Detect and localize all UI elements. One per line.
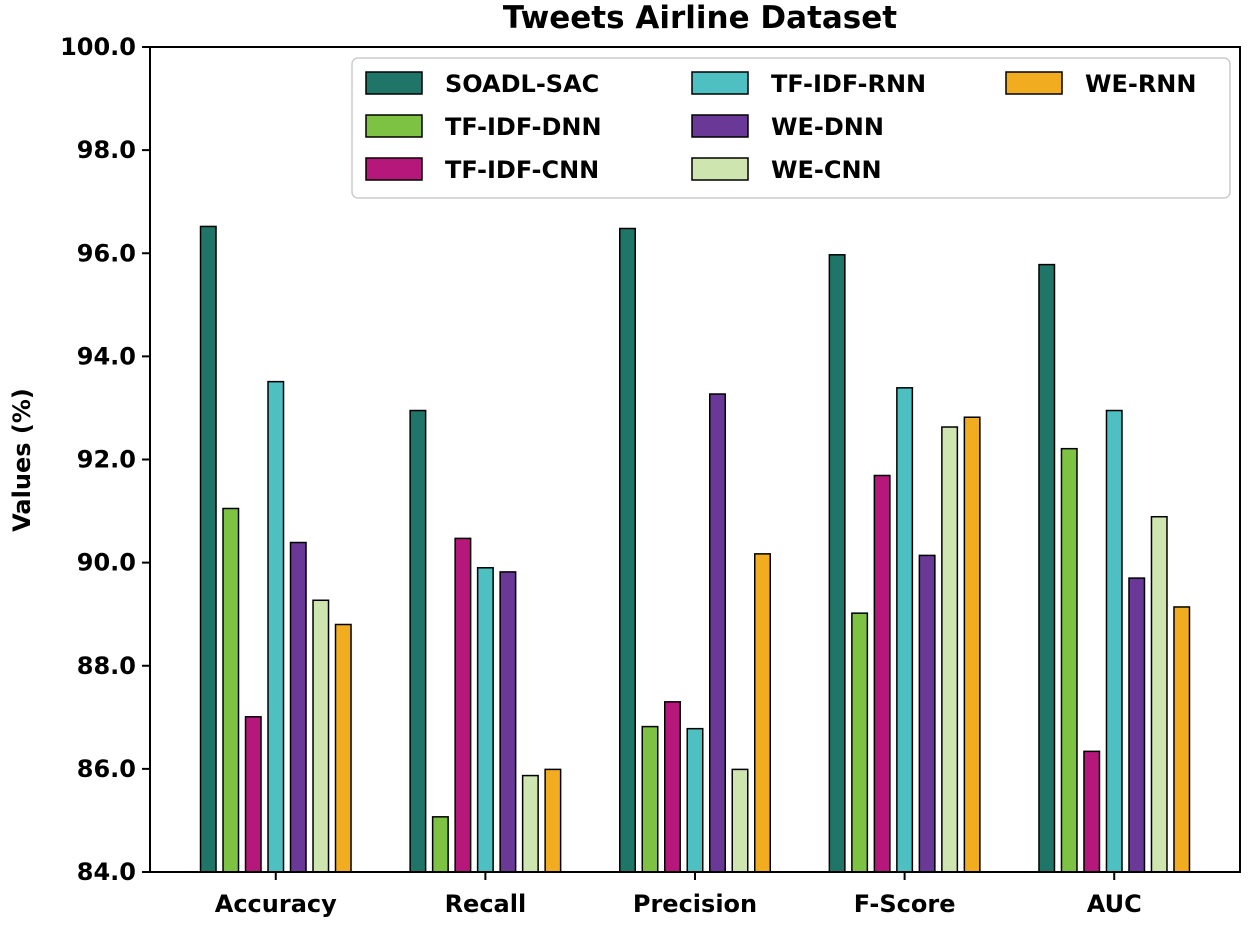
y-tick-label: 86.0 <box>77 755 136 783</box>
bar-we-cnn-auc <box>1150 515 1168 873</box>
bar-tf-idf-dnn-precision <box>641 725 659 873</box>
bar-we-rnn-precision <box>754 553 771 873</box>
y-axis-label: Values (%) <box>8 388 36 532</box>
bar-we-cnn-accuracy <box>312 599 330 873</box>
bar-we-rnn-accuracy <box>334 623 352 873</box>
bar-soadl-sac-precision <box>619 227 636 873</box>
y-tick-label: 92.0 <box>77 446 136 474</box>
bar-tf-idf-dnn-accuracy <box>222 507 240 873</box>
legend: SOADL-SAC TF-IDF-DNN TF-IDF-CNN TF-IDF-RNN W… <box>351 57 1231 199</box>
bar-tf-idf-dnn-recall <box>431 816 449 873</box>
bar-soadl-sac-recall <box>409 409 427 873</box>
legend-swatch-tf-idf-dnn <box>365 114 423 138</box>
legend-label-we-rnn: WE-RNN <box>1085 70 1196 98</box>
x-tick-label: Recall <box>445 890 527 918</box>
bar-we-dnn-recall <box>499 571 517 873</box>
bar-we-dnn-accuracy <box>289 541 307 873</box>
legend-swatch-we-rnn <box>1005 71 1063 95</box>
bar-tf-idf-rnn-accuracy <box>267 380 285 873</box>
bar-we-cnn-recall <box>521 774 539 873</box>
bar-we-rnn-recall <box>544 768 562 873</box>
bar-tf-idf-rnn-f-score <box>896 387 914 873</box>
x-axis: Accuracy Recall Precision F-Score AUC <box>215 872 1142 918</box>
y-axis: 84.0 86.0 88.0 90.0 92.0 94.0 96.0 98.0 100.0 <box>60 33 150 886</box>
y-tick-label: 98.0 <box>77 136 136 164</box>
legend-swatch-tf-idf-rnn <box>691 71 749 95</box>
bar-tf-idf-dnn-auc <box>1060 447 1078 873</box>
bar-tf-idf-cnn-auc <box>1083 750 1101 873</box>
legend-swatch-we-cnn <box>691 157 749 181</box>
legend-label-we-dnn: WE-DNN <box>771 113 884 141</box>
legend-label-soadl-sac: SOADL-SAC <box>445 70 599 98</box>
legend-swatch-we-dnn <box>691 114 749 138</box>
legend-swatch-tf-idf-cnn <box>365 157 423 181</box>
bar-we-cnn-precision <box>731 768 749 873</box>
bar-soadl-sac-accuracy <box>199 225 217 873</box>
y-tick-label: 100.0 <box>60 33 136 61</box>
y-tick-label: 88.0 <box>77 652 136 680</box>
x-tick-label: Precision <box>633 890 757 918</box>
legend-label-we-cnn: WE-CNN <box>771 156 882 184</box>
bar-tf-idf-cnn-accuracy <box>244 716 262 873</box>
bar-tf-idf-cnn-precision <box>664 701 681 873</box>
legend-label-tf-idf-cnn: TF-IDF-CNN <box>445 156 599 184</box>
y-tick-label: 84.0 <box>77 858 136 886</box>
bar-tf-idf-rnn-auc <box>1105 409 1123 873</box>
bar-we-dnn-auc <box>1128 577 1146 873</box>
bar-tf-idf-rnn-recall <box>476 567 494 873</box>
legend-label-tf-idf-dnn: TF-IDF-DNN <box>445 113 602 141</box>
bar-we-dnn-f-score <box>918 554 936 873</box>
x-tick-label: Accuracy <box>215 890 337 918</box>
bar-we-dnn-precision <box>709 393 726 873</box>
y-tick-label: 96.0 <box>77 239 136 267</box>
bar-we-cnn-f-score <box>941 426 959 873</box>
bar-tf-idf-cnn-f-score <box>873 474 891 873</box>
bar-tf-idf-dnn-f-score <box>851 612 869 873</box>
bar-tf-idf-rnn-precision <box>686 727 704 873</box>
bar-we-rnn-auc <box>1173 606 1191 873</box>
y-tick-label: 90.0 <box>77 549 136 577</box>
x-tick-label: F-Score <box>854 890 956 918</box>
x-tick-label: AUC <box>1087 890 1142 918</box>
bars-layer <box>199 225 1191 873</box>
legend-label-tf-idf-rnn: TF-IDF-RNN <box>771 70 926 98</box>
bar-tf-idf-cnn-recall <box>454 537 472 873</box>
bar-soadl-sac-auc <box>1038 263 1056 873</box>
legend-swatch-soadl-sac <box>365 71 423 95</box>
y-tick-label: 94.0 <box>77 342 136 370</box>
bar-we-rnn-f-score <box>963 416 981 873</box>
bar-soadl-sac-f-score <box>828 254 846 873</box>
chart-title: Tweets Airline Dataset <box>503 0 897 36</box>
